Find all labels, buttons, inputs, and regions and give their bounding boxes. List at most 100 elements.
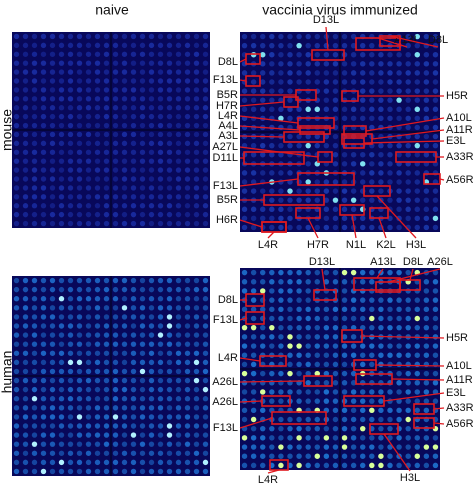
spot — [278, 88, 284, 94]
spot — [278, 297, 284, 303]
spot — [414, 197, 421, 203]
spot — [157, 87, 164, 93]
spot — [148, 314, 155, 320]
spot — [332, 389, 339, 395]
antigen-label: E3L — [446, 387, 466, 399]
spot — [332, 215, 339, 222]
antigen-label: H3L — [406, 239, 426, 251]
spot — [85, 87, 92, 93]
spot — [296, 70, 302, 76]
spot — [31, 69, 38, 75]
spot — [184, 368, 191, 375]
spot — [112, 140, 119, 147]
spot — [202, 220, 209, 227]
spot — [341, 425, 348, 432]
spot — [85, 96, 92, 102]
spot — [378, 389, 384, 395]
spot — [67, 450, 74, 456]
spot — [378, 425, 384, 432]
spot — [250, 188, 257, 194]
spot — [193, 459, 200, 466]
spot — [58, 368, 65, 375]
spot — [49, 33, 56, 40]
spot — [193, 305, 200, 311]
spot — [350, 297, 357, 303]
spot — [58, 341, 65, 347]
antigen-label: A26L — [427, 256, 453, 268]
spot — [332, 398, 339, 404]
spot — [85, 105, 92, 111]
spot — [76, 203, 83, 209]
spot — [148, 414, 155, 420]
spot — [241, 416, 248, 423]
spot — [157, 423, 164, 429]
panels — [12, 32, 440, 476]
spot — [139, 87, 146, 93]
spot — [323, 324, 330, 331]
spot — [76, 69, 83, 75]
spot — [94, 69, 101, 75]
spot — [121, 459, 128, 466]
spot — [241, 279, 248, 285]
spot — [360, 70, 366, 76]
spot — [184, 87, 191, 93]
spot — [139, 432, 146, 438]
spot — [139, 359, 146, 366]
spot — [305, 61, 311, 67]
antigen-label: B5R — [217, 194, 238, 206]
spot — [175, 459, 182, 466]
spot — [432, 380, 439, 386]
spot — [166, 296, 173, 302]
spot — [378, 324, 384, 331]
spot — [85, 414, 92, 420]
spot — [22, 332, 29, 338]
spot — [405, 444, 411, 450]
spot — [323, 269, 330, 276]
spot — [405, 88, 411, 94]
spot — [332, 42, 339, 49]
spot — [432, 370, 439, 377]
spot — [387, 269, 393, 276]
spot — [260, 279, 266, 285]
spot — [202, 414, 209, 420]
spot — [414, 462, 421, 469]
spot — [260, 380, 266, 386]
spot — [202, 211, 209, 218]
spot — [287, 115, 293, 122]
spot — [85, 167, 92, 173]
spot — [341, 306, 348, 313]
spot — [166, 341, 173, 347]
spot — [157, 33, 164, 40]
spot — [193, 314, 200, 320]
spot — [350, 115, 357, 122]
spot — [323, 215, 330, 222]
spot — [58, 350, 65, 356]
spot — [260, 106, 266, 112]
spot — [85, 220, 92, 227]
spot — [67, 296, 74, 302]
spot — [296, 315, 302, 322]
spot — [148, 140, 155, 147]
spot — [103, 368, 110, 375]
spot — [250, 269, 257, 276]
spot — [387, 425, 393, 432]
spot — [166, 185, 173, 191]
spot — [432, 224, 439, 231]
spot — [76, 185, 83, 191]
spot — [332, 435, 339, 441]
spot — [278, 106, 284, 112]
spot — [148, 277, 155, 284]
spot — [341, 224, 348, 231]
spot — [193, 323, 200, 329]
spot — [130, 468, 137, 475]
spot — [414, 324, 421, 331]
spot — [139, 450, 146, 456]
antigen-label: F13L — [213, 422, 238, 434]
spot — [202, 96, 209, 102]
spot — [396, 315, 402, 322]
spot — [22, 167, 29, 173]
spot — [369, 124, 375, 131]
spot — [31, 185, 38, 191]
spot — [130, 131, 137, 138]
spot — [323, 188, 330, 194]
